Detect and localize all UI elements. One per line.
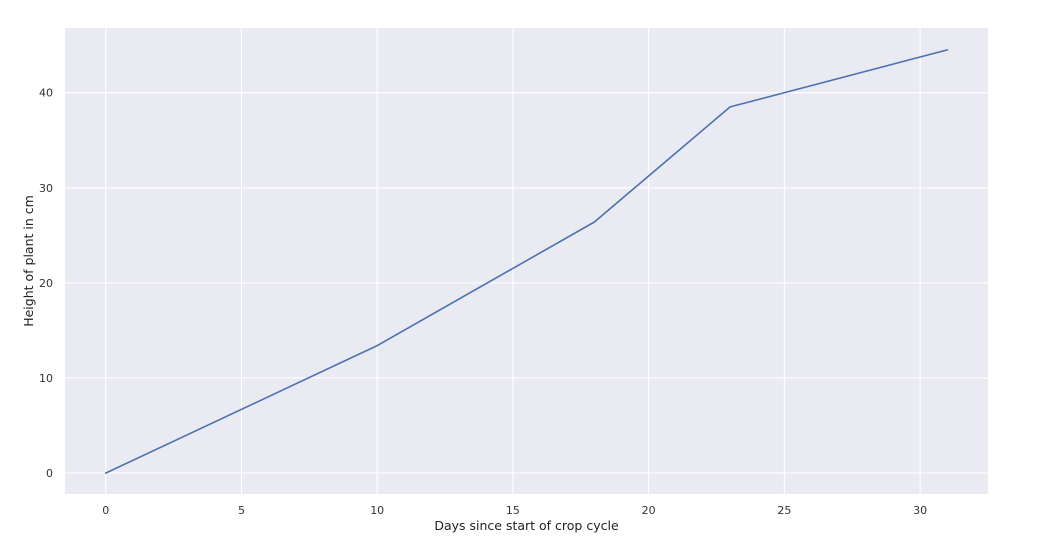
series-group [104,49,949,474]
y-tick-label: 10 [39,372,53,385]
x-tick-label: 25 [777,504,791,517]
series-line [104,49,949,474]
x-tick-label: 20 [642,504,656,517]
grid-lines [65,28,988,494]
y-tick-label: 0 [46,467,53,480]
x-tick-label: 15 [506,504,520,517]
x-tick-label: 30 [913,504,927,517]
tick-labels: 0 5 10 15 20 25 30 0 10 20 30 40 [39,87,927,517]
x-axis-label: Days since start of crop cycle [434,518,619,533]
x-tick-label: 5 [238,504,245,517]
x-tick-label: 10 [370,504,384,517]
y-tick-label: 40 [39,87,53,100]
y-axis-label: Height of plant in cm [21,195,36,327]
y-tick-label: 20 [39,277,53,290]
x-tick-label: 0 [102,504,109,517]
y-tick-label: 30 [39,182,53,195]
